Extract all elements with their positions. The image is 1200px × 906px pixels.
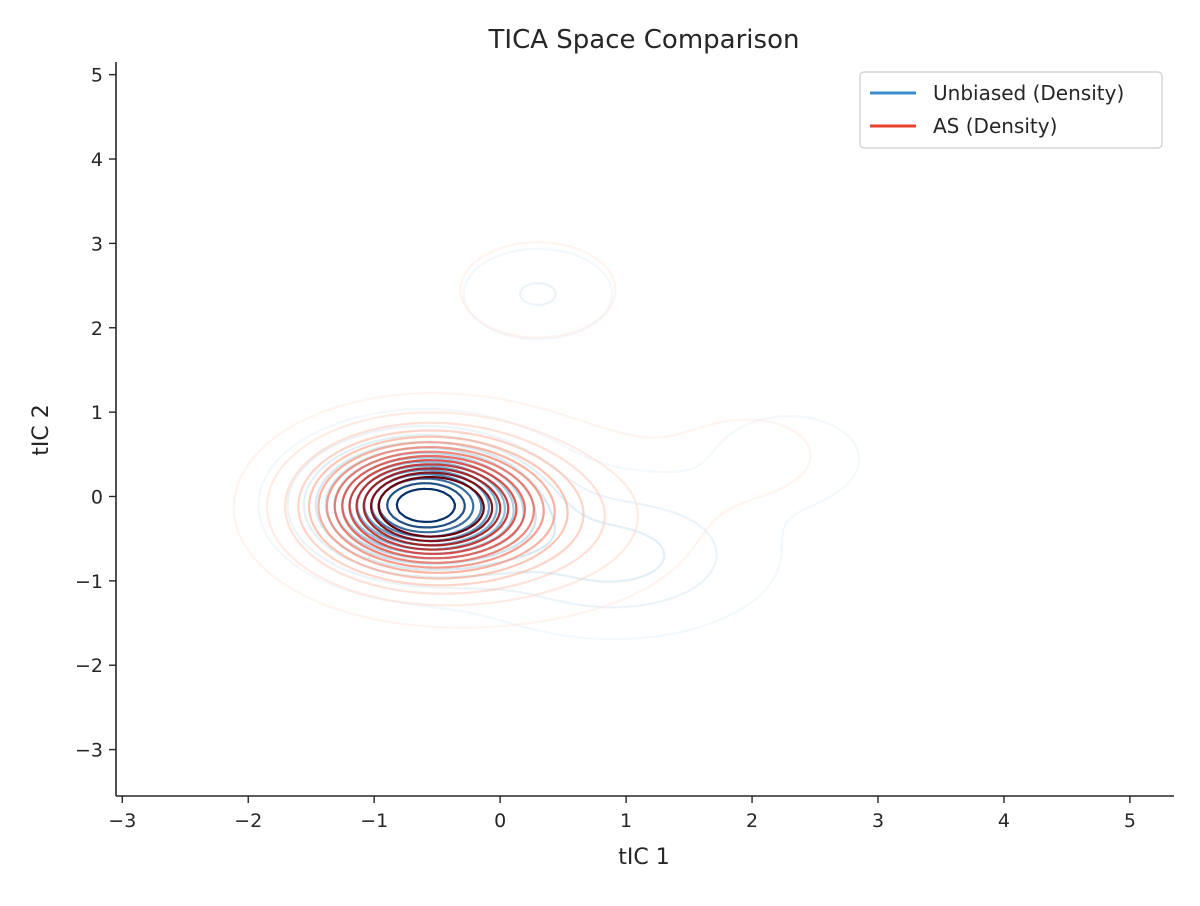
x-tick-label: 2	[746, 810, 758, 832]
contour-level	[348, 459, 518, 555]
contour-level	[317, 441, 556, 574]
y-axis: −3 −2 −1 0 1 2 3 4 5	[75, 62, 117, 796]
x-tick-label: −2	[234, 810, 262, 832]
y-tick-label: 0	[91, 486, 103, 508]
y-axis-label: tIC 2	[29, 404, 54, 455]
y-tick-label: 5	[91, 65, 103, 87]
x-tick-label: 5	[1124, 810, 1136, 832]
contour-level	[284, 421, 606, 595]
contour-level	[377, 475, 485, 538]
x-tick-label: −1	[360, 810, 388, 832]
contour-level	[370, 471, 494, 543]
x-axis-label: tIC 1	[618, 845, 669, 870]
contour-level	[297, 429, 585, 587]
contour-level	[395, 487, 456, 523]
contour-series-as	[232, 241, 812, 629]
x-tick-label: −3	[108, 810, 136, 832]
x-tick-label: 0	[494, 810, 506, 832]
contour-level	[386, 482, 466, 529]
contour-level	[232, 241, 812, 629]
contour-level	[362, 467, 502, 547]
y-tick-label: 3	[91, 233, 103, 255]
contour-level	[325, 446, 545, 569]
y-tick-label: 2	[91, 318, 103, 340]
contour-level	[308, 435, 569, 580]
contour-level	[355, 463, 510, 551]
x-axis: −3 −2 −1 0 1 2 3 4 5	[108, 795, 1174, 832]
x-tick-label: 4	[998, 810, 1010, 832]
chart-title: TICA Space Comparison	[488, 25, 800, 55]
y-tick-label: −1	[75, 571, 103, 593]
contour-series-unbiased	[257, 247, 861, 641]
contour-level	[341, 454, 526, 560]
contour-level	[266, 411, 639, 607]
y-tick-label: 4	[91, 149, 103, 171]
y-tick-label: −3	[75, 740, 103, 762]
x-tick-label: 3	[872, 810, 884, 832]
contour-level	[333, 450, 535, 564]
legend: Unbiased (Density) AS (Density)	[859, 71, 1163, 149]
contour-level	[257, 247, 861, 641]
legend-frame	[859, 71, 1163, 149]
legend-label: Unbiased (Density)	[933, 81, 1124, 105]
x-tick-label: 1	[620, 810, 632, 832]
y-tick-label: −2	[75, 655, 103, 677]
legend-label: AS (Density)	[933, 114, 1057, 138]
y-tick-label: 1	[91, 402, 103, 424]
plot-area	[232, 241, 861, 641]
